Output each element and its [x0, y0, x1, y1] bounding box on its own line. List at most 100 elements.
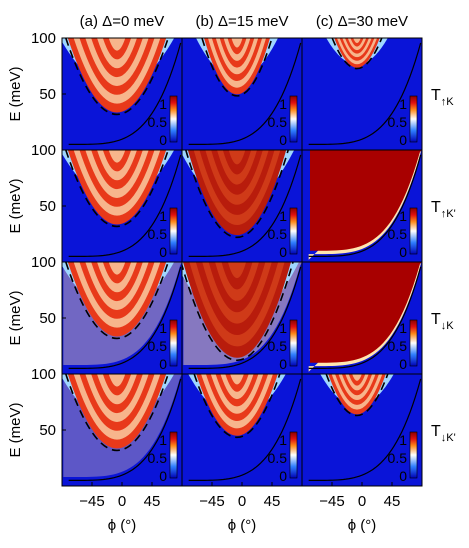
dashed-boundary-curve	[65, 38, 169, 116]
colorbar-tick-label: 1	[399, 96, 407, 112]
transmission-ring	[108, 374, 126, 387]
x-axis-label: ϕ (°)	[108, 517, 137, 534]
solid-boundary-curve	[68, 378, 182, 481]
row-labels: T↑K T↑K' T↓K T↓K'	[431, 87, 456, 444]
column-title-b: (b) Δ=15 meV	[196, 13, 289, 30]
panel-grid: 10.5010.5010.5010.5010.5010.5010.5010.50…	[61, 37, 423, 487]
colorbar-tick-label: 0	[399, 132, 407, 148]
transmission-ring	[227, 262, 247, 279]
colorbar-tick-label: 0	[159, 356, 167, 372]
transmission-region	[310, 150, 422, 251]
colorbar-tick-label: 0.5	[148, 338, 168, 354]
transmission-ring	[353, 38, 361, 44]
y-tick-label: 50	[39, 198, 56, 215]
transmission-ring	[108, 150, 126, 163]
dashed-boundary-curve	[201, 38, 273, 97]
dashed-boundary-curve	[65, 150, 169, 228]
x-axis-label: ϕ (°)	[228, 517, 257, 534]
transmission-ring	[108, 38, 126, 51]
y-axis-label: E (meV)	[7, 290, 24, 345]
colorbar	[409, 319, 418, 367]
transmission-region	[310, 262, 422, 363]
y-tick-label: 100	[31, 142, 56, 159]
colorbar-tick-label: 0	[159, 244, 167, 260]
transmission-ring	[230, 374, 244, 385]
heatmap-panel-2-1: 10.50	[181, 261, 303, 375]
solid-boundary-curve	[188, 266, 302, 369]
colorbar-tick-label: 0	[279, 356, 287, 372]
row-label-3: T↓K'	[431, 423, 456, 444]
transmission-ring	[352, 374, 362, 381]
heatmap-panel-0-1: 10.50	[181, 37, 303, 151]
colorbar	[409, 431, 418, 479]
colorbar-tick-label: 1	[279, 320, 287, 336]
transmission-ring	[231, 38, 243, 48]
dashed-boundary-curve	[185, 150, 289, 238]
colorbar-tick-label: 0	[159, 132, 167, 148]
colorbar	[169, 207, 178, 255]
colorbar	[169, 95, 178, 143]
solid-boundary-curve	[188, 42, 302, 145]
y-tick-label: 50	[39, 422, 56, 439]
colorbar-tick-label: 0	[279, 244, 287, 260]
colorbar-tick-label: 0.5	[268, 114, 288, 130]
colorbar-tick-label: 1	[159, 432, 167, 448]
y-tick-label: 50	[39, 310, 56, 327]
row-label-0: T↑K	[431, 87, 454, 108]
heatmap-panel-3-2: 10.50	[301, 373, 423, 487]
colorbar	[289, 95, 298, 143]
column-title-a: (a) Δ=0 meV	[80, 13, 165, 30]
colorbar	[409, 95, 418, 143]
heatmap-panel-3-1: 10.50	[181, 373, 303, 487]
x-tick-label: 0	[238, 493, 246, 510]
colorbar-tick-label: 1	[399, 320, 407, 336]
heatmap-panel-1-0: 10.50	[61, 149, 183, 263]
x-axis-label: ϕ (°)	[348, 517, 377, 534]
y-axis-label: E (meV)	[7, 66, 24, 121]
dashed-boundary-curve	[193, 374, 281, 438]
solid-boundary-curve	[188, 154, 302, 257]
colorbar	[169, 431, 178, 479]
dashed-boundary-curve	[182, 262, 294, 362]
colorbar-tick-label: 1	[159, 96, 167, 112]
solid-boundary-curve	[68, 154, 182, 257]
colorbar-tick-label: 1	[279, 432, 287, 448]
x-tick-label: 45	[264, 493, 281, 510]
heatmap-panel-2-0: 10.50	[61, 261, 183, 375]
colorbar-tick-label: 1	[159, 320, 167, 336]
heatmap-panel-3-0: 10.50	[61, 373, 183, 487]
x-tick-label: 0	[118, 493, 126, 510]
column-titles: (a) Δ=0 meV (b) Δ=15 meV (c) Δ=30 meV	[80, 13, 408, 30]
colorbar	[169, 319, 178, 367]
colorbar-tick-label: 0.5	[388, 226, 408, 242]
colorbar-tick-label: 0.5	[388, 114, 408, 130]
y-tick-label: 100	[31, 30, 56, 47]
colorbar-tick-label: 0.5	[268, 450, 288, 466]
colorbar-tick-label: 0	[399, 244, 407, 260]
transmission-ring	[228, 150, 246, 165]
heatmap-panel-1-1: 10.50	[181, 149, 303, 263]
colorbar-tick-label: 1	[159, 208, 167, 224]
y-tick-label: 50	[39, 86, 56, 103]
colorbar-tick-label: 0	[279, 468, 287, 484]
y-axis-label: E (meV)	[7, 178, 24, 233]
colorbar-tick-label: 0.5	[148, 450, 168, 466]
x-tick-label: −45	[319, 493, 344, 510]
dashed-boundary-curve	[65, 374, 169, 452]
colorbar-tick-label: 1	[279, 96, 287, 112]
colorbar-tick-label: 1	[399, 432, 407, 448]
solid-boundary-curve	[68, 42, 182, 145]
colorbar	[289, 319, 298, 367]
solid-boundary-curve	[308, 266, 422, 369]
x-tick-label: −45	[199, 493, 224, 510]
colorbar-tick-label: 0	[399, 356, 407, 372]
transmission-ring	[108, 262, 126, 275]
x-tick-label: 45	[144, 493, 161, 510]
solid-boundary-curve	[188, 378, 302, 481]
heatmap-panel-1-2: 10.50	[301, 149, 423, 263]
heatmap-panel-0-2: 10.50	[301, 37, 423, 151]
solid-boundary-curve	[308, 42, 422, 145]
dashed-boundary-curve	[325, 374, 389, 417]
